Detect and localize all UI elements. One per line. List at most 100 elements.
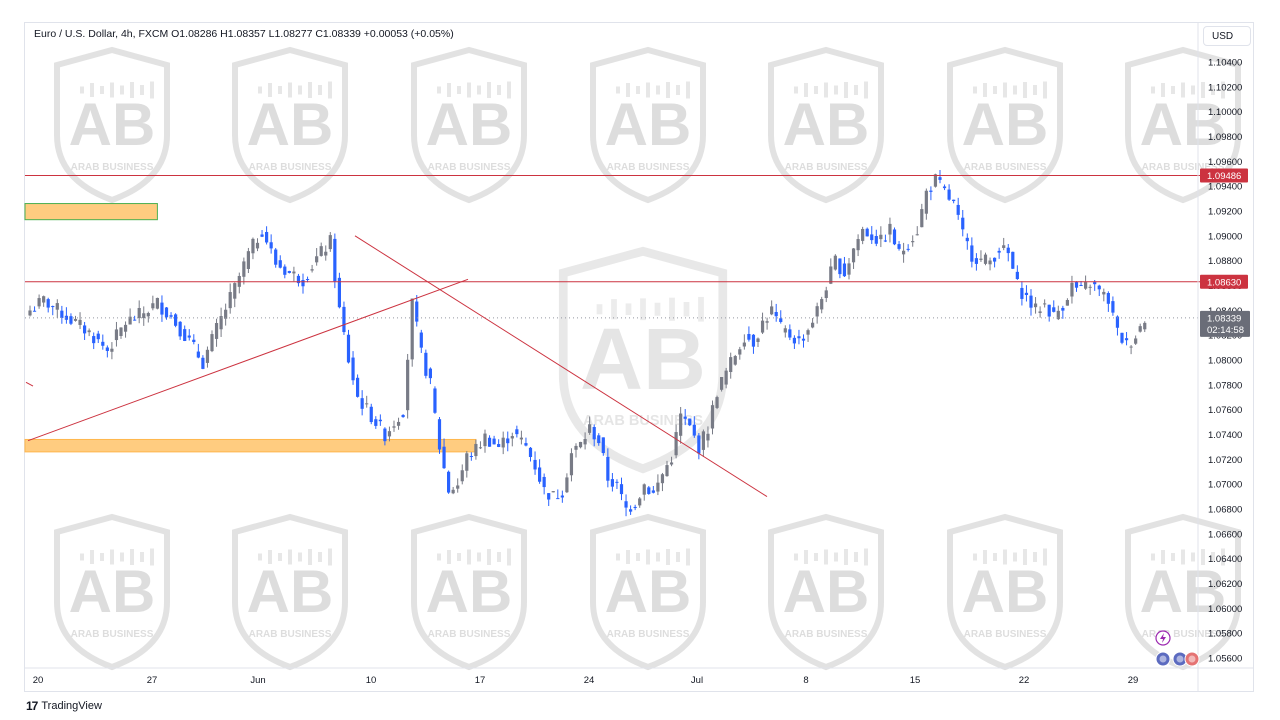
candle-body	[560, 495, 564, 498]
candle-body	[96, 333, 100, 340]
candle	[210, 330, 214, 353]
candle-body	[424, 352, 428, 376]
candle-body	[820, 299, 824, 310]
price-tick-label: 1.09400	[1208, 182, 1242, 193]
watermark-bar	[656, 85, 660, 95]
price-tick-label: 1.08800	[1208, 256, 1242, 267]
watermark-shield-icon: AB ARAB BUSINESS	[232, 513, 348, 671]
watermark-bar	[804, 83, 808, 97]
candle-body	[547, 493, 551, 500]
candle	[365, 395, 369, 408]
time-tick-label: 15	[910, 675, 921, 686]
price-axis[interactable]: 1.10400 1.10200 1.10000 1.09800 1.09600 1.094…	[1200, 58, 1250, 665]
chart-pane[interactable]	[24, 22, 1254, 692]
candle-body	[51, 306, 55, 308]
price-tick-label: 1.08000	[1208, 356, 1242, 367]
watermark-shield-icon: AB ARAB BUSINESS	[411, 46, 527, 204]
watermark-bar	[258, 553, 262, 561]
candle-body	[842, 263, 847, 277]
candle-body	[151, 303, 155, 309]
candle	[37, 294, 41, 309]
candle-body	[783, 328, 787, 333]
candle-body	[396, 421, 401, 426]
candle-body	[1102, 291, 1106, 295]
watermark-bar	[477, 552, 481, 562]
candle	[811, 318, 815, 329]
candle-body	[1134, 338, 1138, 344]
candle-body	[497, 444, 501, 447]
watermark-bar	[318, 85, 322, 95]
watermark-bar	[1003, 549, 1007, 565]
candle	[965, 233, 969, 250]
watermark-bar	[844, 549, 848, 565]
candle-body	[942, 186, 947, 189]
candle	[979, 250, 983, 262]
candle	[501, 431, 505, 455]
candle	[1106, 291, 1110, 312]
candle	[237, 272, 241, 294]
price-tick-label: 1.06600	[1208, 529, 1242, 540]
watermark-shield-icon: AB ARAB BUSINESS	[232, 46, 348, 204]
candle	[87, 328, 91, 337]
candle	[128, 308, 132, 325]
price-tick-label: 1.07600	[1208, 405, 1242, 416]
shield-outline	[54, 513, 170, 671]
candle-body	[201, 357, 205, 369]
candle-body	[474, 443, 478, 457]
supply-demand-zone	[24, 203, 158, 221]
candle-body	[169, 315, 173, 317]
candle-body	[1065, 300, 1069, 306]
candle-body	[833, 255, 837, 270]
watermark-bar	[318, 552, 322, 562]
watermark-bar	[636, 86, 640, 94]
candle	[392, 420, 396, 432]
watermark-bar	[686, 81, 690, 99]
candle	[119, 327, 123, 339]
candle	[956, 197, 960, 220]
watermark-bar	[1033, 85, 1037, 95]
candle-body	[533, 459, 537, 470]
candle-body	[1029, 295, 1033, 308]
symbol-title[interactable]: Euro / U.S. Dollar, 4h, FXCM	[34, 28, 169, 40]
candle	[669, 456, 674, 467]
watermark-bar	[120, 552, 124, 562]
watermark-shield-icon: AB ARAB BUSINESS	[54, 513, 170, 671]
currency-button[interactable]: USD	[1203, 26, 1251, 46]
candle-body	[214, 323, 219, 339]
watermark-caption: ARAB BUSINESS	[583, 413, 703, 429]
candle-body	[119, 327, 123, 337]
candle-body	[428, 368, 432, 379]
candle	[961, 209, 965, 237]
candle	[337, 272, 341, 309]
candle	[274, 247, 278, 268]
time-axis[interactable]: 20 27 Jun 10 17 24 Jul 8 15 22 29	[25, 22, 1253, 692]
candle	[524, 437, 528, 447]
price-tick-label: 1.07800	[1208, 380, 1242, 391]
price-tick-label: 1.10000	[1208, 107, 1242, 118]
candle	[1056, 305, 1060, 321]
price-tick-label: 1.06000	[1208, 604, 1242, 615]
watermark-bar	[258, 86, 262, 94]
candle-body	[1120, 332, 1124, 343]
chart-legend: Euro / U.S. Dollar, 4h, FXCM O1.08286 H1…	[34, 28, 454, 40]
watermark-layer: AB ARAB BUSINESS AB ARAB BUSINESS AB ARAB BUS…	[54, 46, 1241, 671]
price-tick-label: 1.09000	[1208, 231, 1242, 242]
candle	[765, 317, 769, 330]
tradingview-brand[interactable]: 17 TradingView	[26, 699, 102, 713]
watermark-shield-icon: AB ARAB BUSINESS	[768, 513, 884, 671]
time-tick-label: Jun	[250, 675, 265, 686]
watermark-caption: ARAB BUSINESS	[964, 162, 1047, 173]
candle-body	[333, 238, 337, 282]
candle	[46, 297, 50, 313]
candle-body	[906, 248, 910, 250]
candle-body	[538, 467, 542, 482]
candle	[815, 302, 819, 324]
candle-body	[442, 446, 446, 469]
watermark-letters: AB	[783, 558, 870, 625]
candle-body	[160, 302, 164, 315]
watermark-shield-icon: AB ARAB BUSINESS	[590, 46, 706, 204]
candle-body	[478, 447, 483, 449]
candle	[301, 273, 305, 294]
candle	[792, 335, 796, 349]
